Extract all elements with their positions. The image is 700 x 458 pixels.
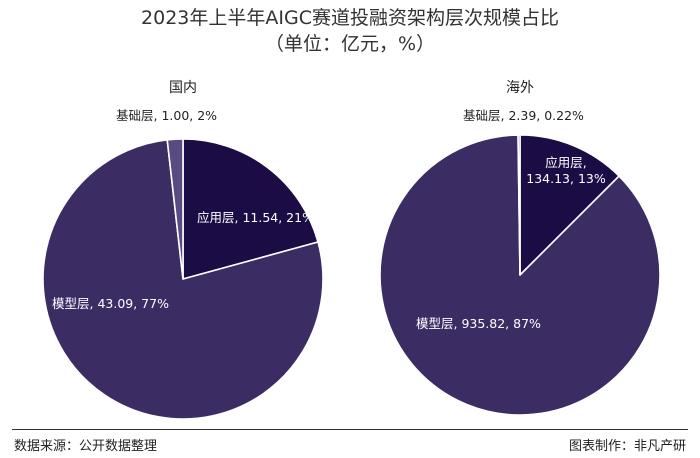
slice-label: 模型层, 43.09, 77% bbox=[52, 296, 169, 311]
pie-slice bbox=[517, 134, 521, 276]
slice-label: 应用层, bbox=[545, 155, 586, 170]
footer-divider bbox=[12, 429, 688, 430]
chart-title: 2023年上半年AIGC赛道投融资架构层次规模占比 bbox=[141, 7, 559, 29]
chart-subtitle: （单位：亿元，%） bbox=[264, 33, 436, 55]
slice-label: 模型层, 935.82, 87% bbox=[416, 316, 541, 331]
pie-slice bbox=[166, 138, 184, 280]
pie-title: 国内 bbox=[169, 80, 197, 96]
pie-title: 海外 bbox=[506, 80, 534, 96]
slice-label: 应用层, 11.54, 21% bbox=[197, 210, 314, 225]
pie-slice bbox=[182, 138, 319, 280]
data-source: 数据来源：公开数据整理 bbox=[14, 439, 158, 454]
slice-label: 基础层, 1.00, 2% bbox=[116, 108, 217, 123]
chart-credit: 图表制作：非凡产研 bbox=[568, 439, 686, 454]
slice-label: 基础层, 2.39, 0.22% bbox=[463, 108, 584, 123]
slice-label: 134.13, 13% bbox=[526, 171, 606, 186]
pie-slice bbox=[519, 134, 620, 276]
